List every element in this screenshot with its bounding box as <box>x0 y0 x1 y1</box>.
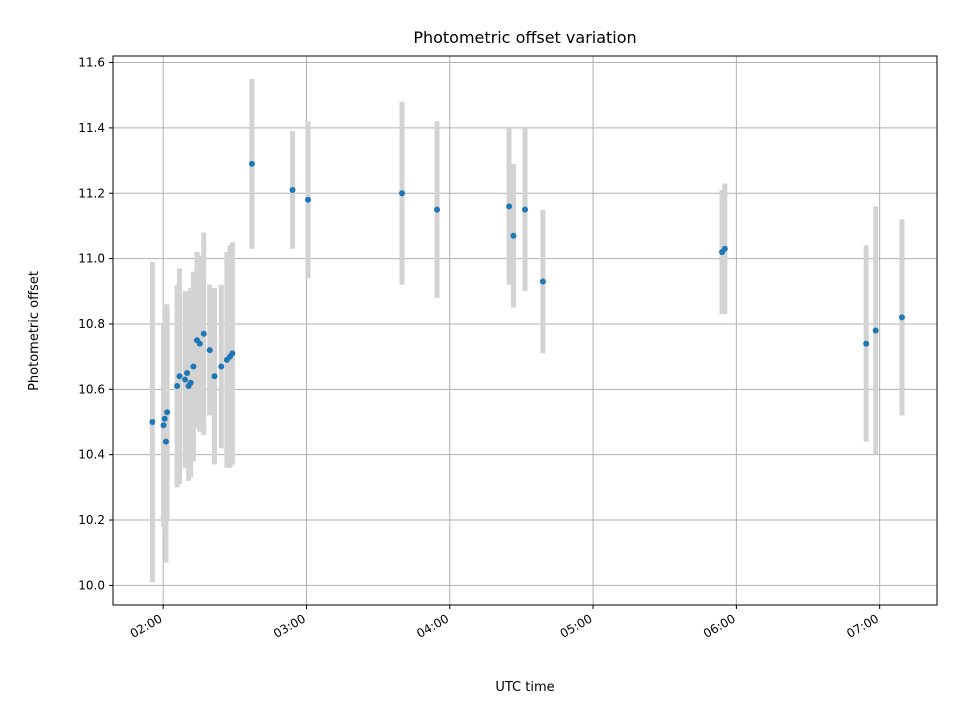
data-point <box>218 363 225 370</box>
data-point <box>196 340 203 347</box>
y-tick-label: 10.6 <box>78 382 105 396</box>
data-point <box>522 206 528 213</box>
y-axis-label: Photometric offset <box>27 271 42 391</box>
data-point <box>211 373 218 380</box>
data-point <box>898 314 905 321</box>
data-point <box>248 160 255 167</box>
data-point <box>229 350 236 357</box>
x-axis-label: UTC time <box>495 680 554 695</box>
y-tick-label: 10.4 <box>78 448 105 462</box>
data-point <box>182 376 189 383</box>
x-tick-label: 03:00 <box>271 611 308 640</box>
y-tick-label: 10.0 <box>78 578 105 592</box>
data-point <box>190 363 197 370</box>
y-tick-label: 10.2 <box>78 513 105 527</box>
x-tick-label: 06:00 <box>701 611 738 640</box>
y-tick-label: 10.8 <box>78 317 105 331</box>
x-tick-label: 07:00 <box>844 611 881 640</box>
data-point <box>721 245 728 252</box>
data-point <box>161 415 168 422</box>
x-tick-label: 02:00 <box>128 611 165 640</box>
y-tick-label: 11.4 <box>78 121 105 135</box>
data-point <box>184 369 191 376</box>
data-point <box>305 196 312 203</box>
data-point <box>872 327 879 334</box>
data-point <box>398 190 405 197</box>
y-tick-label: 11.2 <box>78 186 105 200</box>
data-point <box>206 347 213 354</box>
data-point <box>539 278 546 285</box>
chart-title: Photometric offset variation <box>413 28 636 47</box>
data-point <box>164 409 171 416</box>
x-tick-label: 04:00 <box>414 611 451 640</box>
data-point <box>149 419 156 425</box>
y-tick-label: 11.0 <box>78 252 105 266</box>
data-point <box>510 232 517 239</box>
data-point <box>174 383 181 390</box>
plot-frame <box>112 55 938 606</box>
data-point <box>434 206 441 213</box>
x-tick-label: 05:00 <box>558 611 595 640</box>
data-point <box>200 330 207 337</box>
data-point <box>506 203 513 210</box>
data-point <box>160 422 167 429</box>
y-tick-label: 11.6 <box>78 56 105 70</box>
error-bars <box>149 78 905 583</box>
data-point <box>289 186 296 193</box>
data-point <box>187 379 194 386</box>
data-points <box>149 160 905 445</box>
data-point <box>162 438 169 445</box>
data-point <box>863 340 870 347</box>
data-point <box>176 373 183 380</box>
